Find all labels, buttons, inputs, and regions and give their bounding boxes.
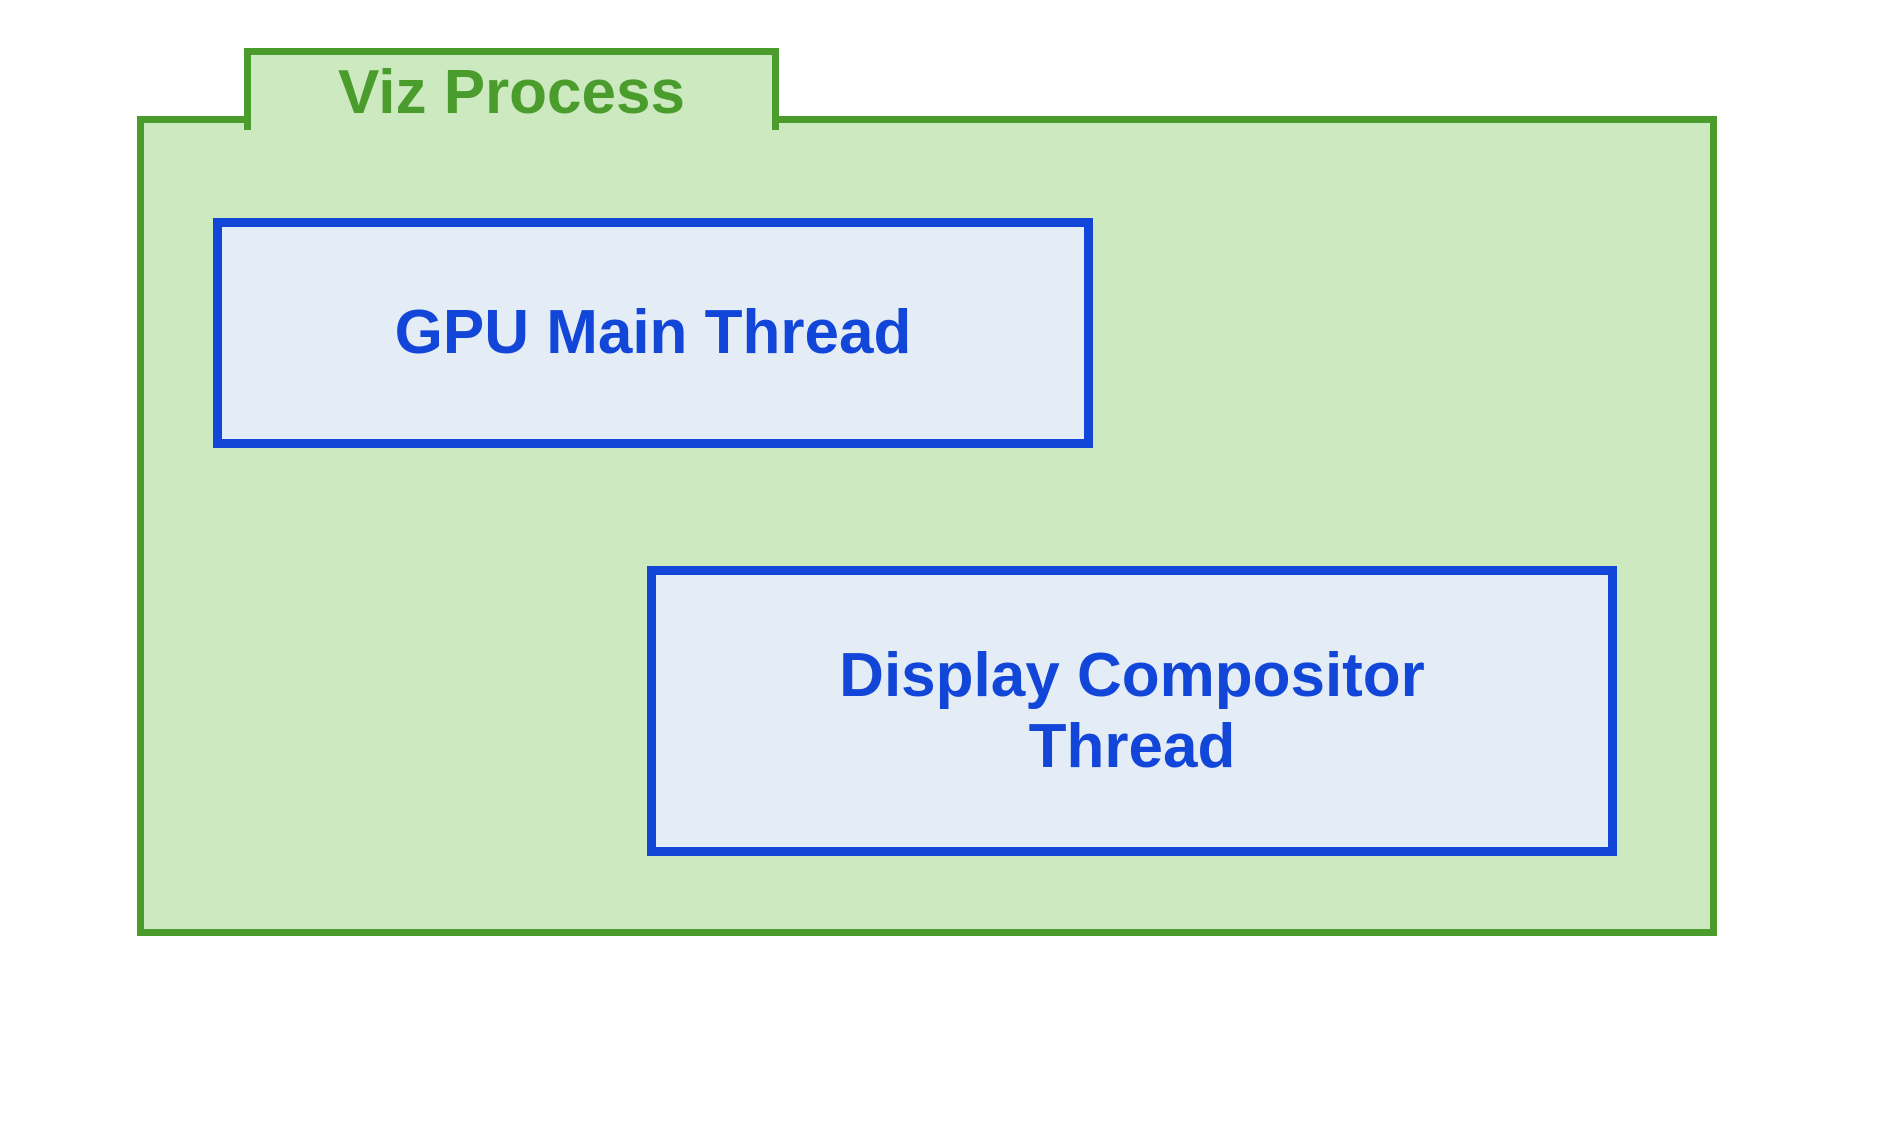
gpu-main-thread-label: GPU Main Thread bbox=[395, 297, 912, 368]
gpu-main-thread-box: GPU Main Thread bbox=[213, 218, 1093, 448]
tab-seam-cover bbox=[251, 116, 772, 123]
diagram-canvas: Viz Process GPU Main Thread Display Comp… bbox=[0, 0, 1897, 1136]
display-compositor-thread-label: Display Compositor Thread bbox=[839, 640, 1425, 783]
display-compositor-thread-box: Display Compositor Thread bbox=[647, 566, 1617, 856]
